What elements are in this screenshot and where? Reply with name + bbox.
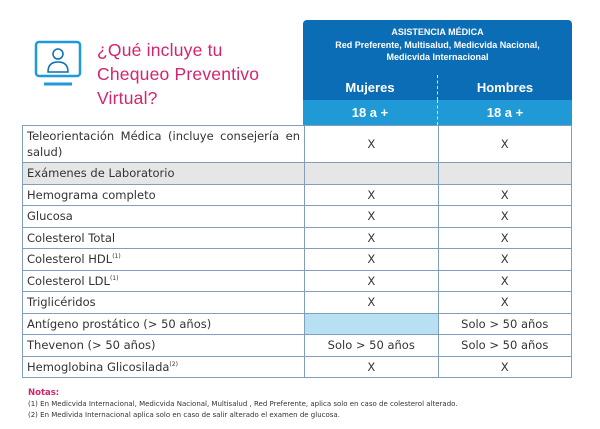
cell-hombres: X [437,269,572,292]
cell-hombres: X [437,125,572,163]
table-row: Colesterol HDL(1) X X [21,248,572,271]
row-label-text: Hemograma completo [27,187,156,202]
row-label: Hemoglobina Glicosilada(2) [21,355,306,378]
coverage-table: Teleorientación Médica (incluye consejer… [21,125,572,378]
cell-mujeres: X [304,125,439,163]
footnote-ref: (1) [109,274,119,282]
row-label-text: Hemoglobina Glicosilada [27,359,170,374]
table-row: Hemograma completo X X [21,183,572,206]
row-label: Teleorientación Médica (incluye consejer… [21,125,306,163]
cell-hombres: X [437,248,572,271]
cell-hombres: Solo > 50 años [437,334,572,357]
table-row: Colesterol Total X X [21,226,572,249]
column-mujeres: Mujeres [303,75,438,100]
table-row: Exámenes de Laboratorio [21,162,572,185]
cell-mujeres: X [304,355,439,378]
title-line: Chequeo Preventivo [97,64,260,84]
header-networks: Red Preferente, Multisalud, Medicvida Na… [335,39,540,50]
cell-hombres: X [437,205,572,228]
cell-hombres: X [437,355,572,378]
age-mujeres: 18 a + [303,100,438,125]
row-label: Colesterol HDL(1) [21,248,306,271]
row-label-text: Colesterol LDL [27,273,110,288]
row-label: Antígeno prostático (> 50 años) [21,312,306,335]
notes-heading: Notas: [28,388,60,398]
row-label-text: Triglicéridos [27,295,96,310]
footnote-ref: (1) [112,253,121,261]
table-row: Antígeno prostático (> 50 años) Solo > 50… [21,312,572,335]
cell-hombres: Solo > 50 años [437,312,572,335]
table-row: Triglicéridos X X [21,291,572,314]
table-row: Hemoglobina Glicosilada(2) X X [21,355,572,378]
cell-hombres [437,162,572,185]
row-label-text: Colesterol Total [27,230,116,245]
cell-mujeres: X [304,269,439,292]
row-label-text: Thevenon (> 50 años) [27,338,156,353]
header-title: ASISTENCIA MÉDICA [391,27,484,37]
title-line: Virtual? [97,88,158,108]
note-2: (2) En Medivida Internacional aplica sol… [28,411,340,419]
notes: Notas: (1) En Medicvida Internacional, M… [28,388,458,421]
row-label: Exámenes de Laboratorio [21,162,306,185]
page-title: ¿Qué incluye tu Chequeo Preventivo Virtu… [97,38,259,110]
cell-mujeres: Solo > 50 años [304,334,439,357]
table-row: Thevenon (> 50 años) Solo > 50 años Solo >… [21,334,572,357]
row-label: Triglicéridos [21,291,306,314]
row-label-text: Glucosa [27,209,73,224]
note-1: (1) En Medicvida Internacional, Medicvid… [28,400,458,408]
row-label-text: Antígeno prostático (> 50 años) [27,316,212,331]
row-label: Hemograma completo [21,183,306,206]
row-label: Colesterol LDL(1) [21,269,306,292]
row-label-text: Colesterol HDL [27,252,113,267]
header-networks: Medicvida Internacional [386,52,489,62]
column-hombres: Hombres [476,80,534,95]
row-label: Thevenon (> 50 años) [21,334,306,357]
cell-mujeres [304,162,439,185]
row-label-text: Teleorientación Médica (incluye consejer… [27,128,301,159]
cell-mujeres [304,312,439,335]
cell-hombres: X [437,183,572,206]
title-line: ¿Qué incluye tu [97,40,223,60]
cell-mujeres: X [304,248,439,271]
table-header: ASISTENCIA MÉDICA Red Preferente, Multis… [303,20,572,125]
cell-mujeres: X [304,291,439,314]
row-label: Glucosa [21,205,306,228]
cell-mujeres: X [304,226,439,249]
cell-mujeres: X [304,183,439,206]
cell-hombres: X [437,226,572,249]
table-row: Colesterol LDL(1) X X [21,269,572,292]
footnote-ref: (2) [169,360,178,368]
cell-hombres: X [437,291,572,314]
row-label: Colesterol Total [21,226,306,249]
cell-mujeres: X [304,205,439,228]
row-label-text: Exámenes de Laboratorio [27,166,175,181]
table-row: Teleorientación Médica (incluye consejer… [21,125,572,163]
age-hombres: 18 a + [486,105,524,120]
doctor-monitor-icon [34,40,82,86]
table-row: Glucosa X X [21,205,572,228]
